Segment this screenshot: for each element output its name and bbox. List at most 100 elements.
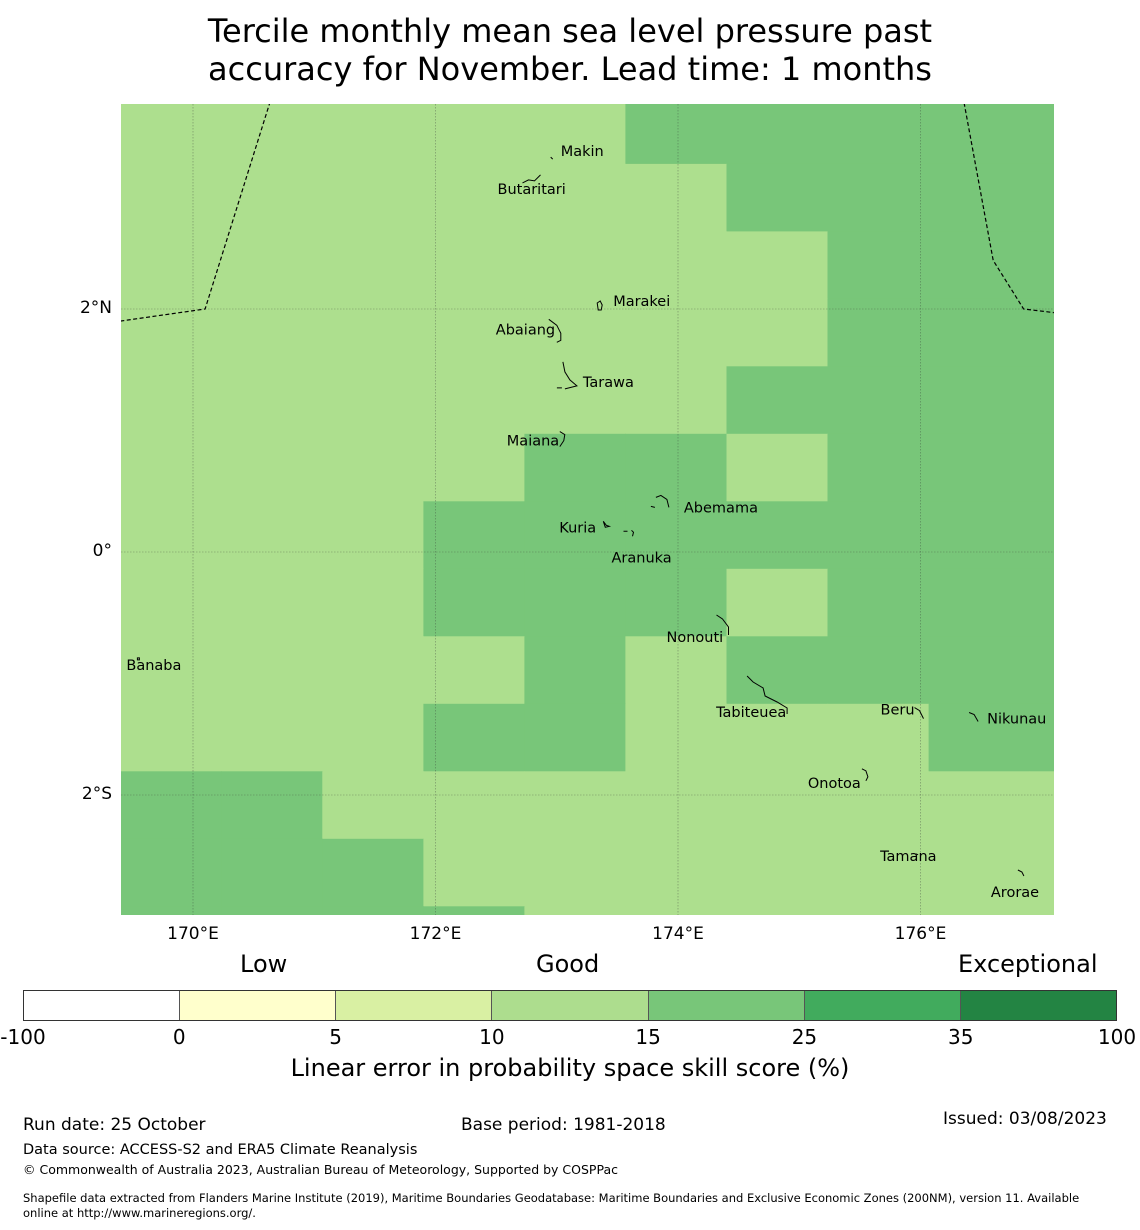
skill-cell [121,433,222,502]
skill-cell [726,771,829,840]
island-label: Tamana [879,849,936,865]
skill-cell [1131,839,1140,907]
skill-cell [625,433,727,502]
skill-cell [928,906,1031,915]
skill-cell [423,298,525,367]
island-outline [550,156,554,160]
skill-cell [928,433,1031,502]
skill-cell [221,703,323,772]
skill-cell [121,838,222,907]
islands-layer: Makin Butaritari Marakei Abaiang Tarawa Maian… [126,144,1046,901]
skill-cell [928,703,1031,772]
skill-cell [625,104,727,165]
island-marakei: Marakei [596,294,670,311]
skill-cell [423,163,525,232]
skill-cell [1029,636,1054,705]
skill-cell [221,501,323,570]
skill-cell [726,838,829,907]
island-aranuka: Aranuka [612,529,672,566]
skill-cell [625,231,727,300]
skill-cell [827,636,930,705]
skill-cell [524,906,626,915]
island-kuria: Kuria [559,520,612,536]
skill-cell [121,298,222,367]
skill-cell [322,568,424,637]
island-tabiteuea: Tabiteuea [715,675,788,721]
title-line-1: Tercile monthly mean sea level pressure … [207,12,933,50]
island-label: Abemama [684,500,758,516]
skill-cell [625,298,727,367]
skill-cell [221,838,323,907]
skill-cell [524,501,626,570]
skill-cell [121,366,222,435]
skill-cell [928,163,1031,232]
skill-cell [928,771,1031,840]
category-low-label: Low [240,950,288,978]
skill-cell [827,163,930,232]
skill-cell [1029,231,1054,300]
island-outline [602,521,612,528]
skill-cell [928,838,1031,907]
colorbar-tick-label: -100 [0,1025,46,1049]
skill-cell [322,433,424,502]
island-label: Abaiang [496,322,555,338]
skill-cell [121,104,222,165]
skill-cell [726,231,829,300]
island-abemama: Abemama [650,494,758,516]
skill-cell [1131,906,1140,940]
skill-cell [726,298,829,367]
skill-cell [827,298,930,367]
skill-cell [827,906,930,915]
skill-cell [423,906,525,915]
island-onotoa: Onotoa [808,768,869,792]
skill-cell [1131,771,1140,839]
longitude-label: 176°E [894,924,947,944]
skill-cell [928,298,1031,367]
skill-cell [1029,104,1054,165]
island-outline [556,361,578,390]
skill-cell [1029,703,1054,772]
skill-cell [625,771,727,840]
skill-cell [322,501,424,570]
island-tamana: Tamana [879,849,936,865]
skill-cell [322,771,424,840]
skill-cell [726,104,829,165]
skill-cell [726,636,829,705]
skill-cell [1131,366,1140,434]
skill-cell [423,433,525,502]
skill-cell [1131,96,1140,164]
island-outline [1017,869,1025,877]
skill-cell [121,163,222,232]
island-banaba: Banaba [126,657,181,674]
copyright: © Commonwealth of Australia 2023, Austra… [23,1162,618,1177]
skill-cell [221,298,323,367]
island-label: Nonouti [667,630,724,646]
colorbar-segment [336,991,493,1020]
map-panel: Makin Butaritari Marakei Abaiang Tarawa Maian… [121,96,1140,940]
skill-cell [1029,298,1054,367]
skill-cell [827,104,930,165]
island-outline [596,300,603,311]
skill-cell [221,231,323,300]
skill-cell [625,366,727,435]
island-outline [915,853,919,856]
latitude-label: 0° [92,541,112,561]
skill-cell [221,636,323,705]
longitude-label: 172°E [409,924,462,944]
shapefile-credit-line-1: Shapefile data extracted from Flanders M… [23,1191,1080,1205]
eez-boundary-west [121,104,271,322]
skill-cell [1131,569,1140,637]
skill-cell [524,366,626,435]
island-label: Tabiteuea [715,705,786,721]
skill-cell [221,163,323,232]
skill-cell [524,231,626,300]
skill-cell [625,703,727,772]
skill-cell [625,838,727,907]
category-good-label: Good [536,950,600,978]
skill-cell [1131,164,1140,232]
skill-cell [827,501,930,570]
island-outline [914,707,924,719]
island-outline [136,657,140,661]
skill-cell [221,568,323,637]
skill-cell [726,568,829,637]
